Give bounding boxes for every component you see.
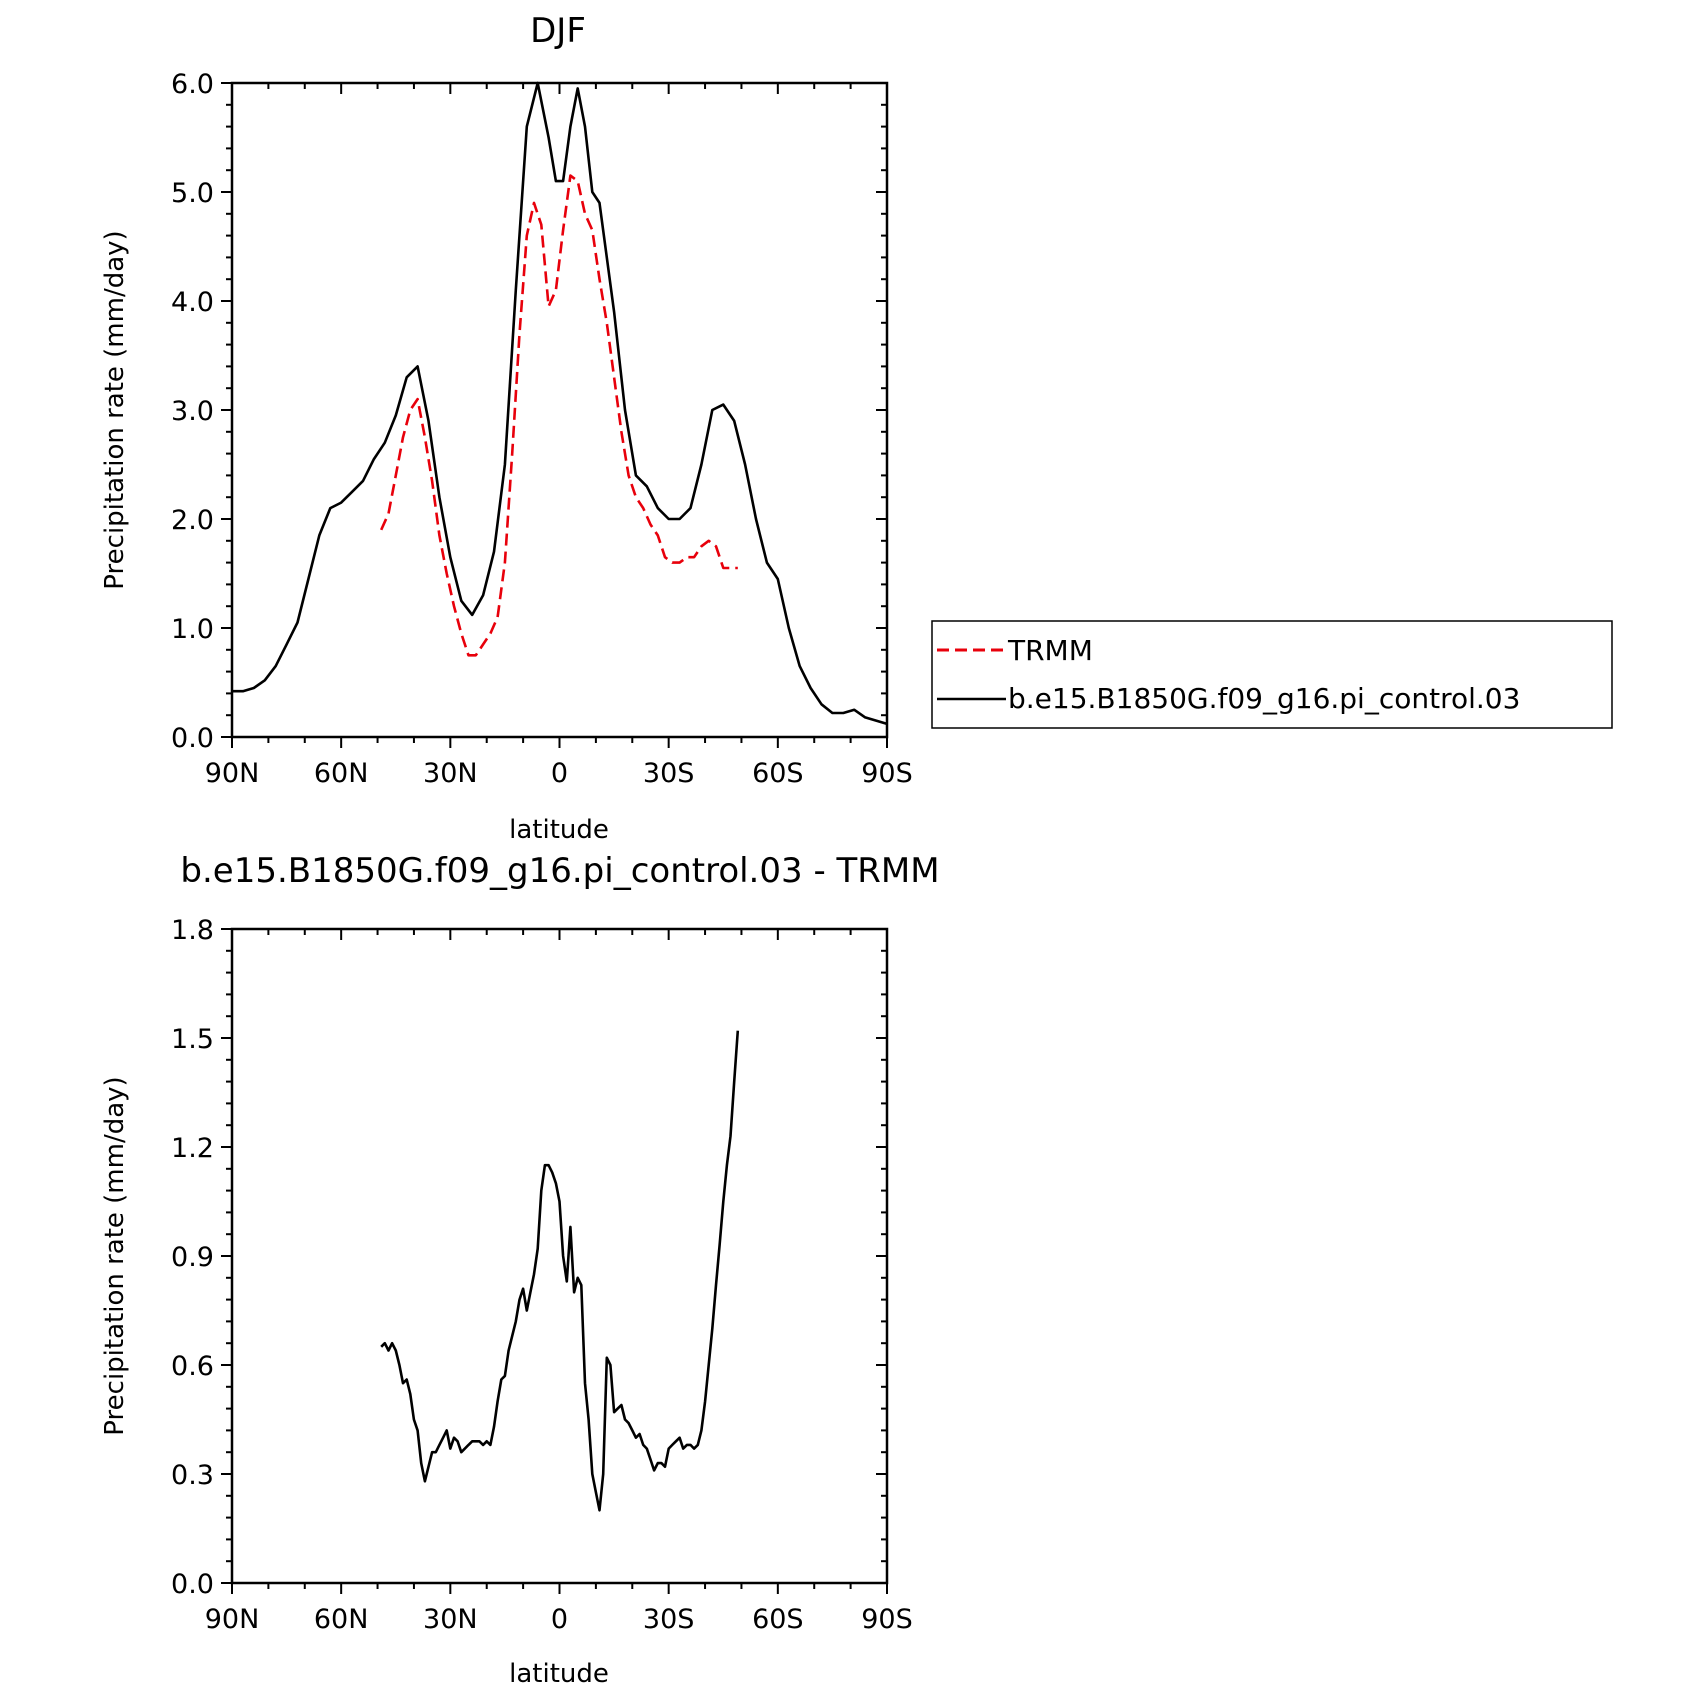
x-tick-label: 60N bbox=[314, 758, 369, 789]
bottom-series-lines bbox=[380, 1030, 740, 1512]
top-y-axis-label: Precipitation rate (mm/day) bbox=[100, 230, 130, 589]
x-tick-label: 90S bbox=[861, 1604, 913, 1635]
series-line-trmm bbox=[380, 174, 738, 657]
x-tick-label: 30S bbox=[643, 1604, 695, 1635]
legend-model-label: b.e15.B1850G.f09_g16.pi_control.03 bbox=[1008, 682, 1520, 715]
top-series-lines bbox=[232, 81, 888, 726]
y-tick-label: 1.0 bbox=[171, 614, 214, 645]
top-x-tick-labels: 90N 60N 30N 0 30S 60S 90S bbox=[205, 758, 913, 789]
y-tick-label: 1.5 bbox=[171, 1024, 214, 1055]
y-tick-label: 0.3 bbox=[171, 1460, 214, 1491]
bottom-plot-frame bbox=[230, 927, 889, 1585]
x-tick-label: 30N bbox=[423, 758, 478, 789]
x-tick-label: 60S bbox=[752, 758, 804, 789]
x-tick-label: 0 bbox=[551, 758, 568, 789]
x-tick-label: 90N bbox=[205, 1604, 260, 1635]
bottom-chart-title: b.e15.B1850G.f09_g16.pi_control.03 - TRM… bbox=[180, 851, 939, 891]
y-tick-label: 4.0 bbox=[171, 287, 214, 318]
x-tick-label: 60S bbox=[752, 1604, 804, 1635]
x-tick-label: 30N bbox=[423, 1604, 478, 1635]
bottom-axis-ticks bbox=[221, 928, 888, 1594]
y-tick-label: 5.0 bbox=[171, 178, 214, 209]
x-tick-label: 60N bbox=[314, 1604, 369, 1635]
top-plot-frame bbox=[230, 81, 889, 739]
bottom-y-axis-label: Precipitation rate (mm/day) bbox=[100, 1076, 130, 1435]
x-tick-label: 90S bbox=[861, 758, 913, 789]
legend-trmm-label: TRMM bbox=[1007, 634, 1093, 667]
bottom-x-axis-label: latitude bbox=[509, 1659, 609, 1689]
y-tick-label: 0.0 bbox=[171, 723, 214, 754]
legend-box bbox=[931, 620, 1613, 729]
y-tick-label: 6.0 bbox=[171, 69, 214, 100]
legend: TRMM b.e15.B1850G.f09_g16.pi_control.03 bbox=[931, 620, 1613, 729]
x-tick-label: 0 bbox=[551, 1604, 568, 1635]
top-panel: DJF 90N 60N 30N 0 30S 60S 90S 0.0 1.0 2.0 3.0 4.0 5… bbox=[100, 11, 1613, 845]
y-tick-label: 3.0 bbox=[171, 396, 214, 427]
y-tick-label: 0.6 bbox=[171, 1351, 214, 1382]
top-x-axis-label: latitude bbox=[509, 815, 609, 845]
top-axis-ticks bbox=[221, 82, 888, 748]
series-line-b-e15-b1850g-f09-g16-pi-control-03 bbox=[232, 81, 888, 726]
y-tick-label: 1.8 bbox=[171, 915, 214, 946]
y-tick-label: 1.2 bbox=[171, 1133, 214, 1164]
bottom-panel: b.e15.B1850G.f09_g16.pi_control.03 - TRM… bbox=[100, 851, 940, 1689]
y-tick-label: 0.0 bbox=[171, 1569, 214, 1600]
x-tick-label: 90N bbox=[205, 758, 260, 789]
top-y-tick-labels: 0.0 1.0 2.0 3.0 4.0 5.0 6.0 bbox=[171, 69, 214, 754]
y-tick-label: 0.9 bbox=[171, 1242, 214, 1273]
top-chart-title: DJF bbox=[530, 11, 586, 51]
series-line-difference bbox=[380, 1030, 740, 1512]
y-tick-label: 2.0 bbox=[171, 505, 214, 536]
bottom-x-tick-labels: 90N 60N 30N 0 30S 60S 90S bbox=[205, 1604, 913, 1635]
bottom-y-tick-labels: 0.0 0.3 0.6 0.9 1.2 1.5 1.8 bbox=[171, 915, 214, 1600]
x-tick-label: 30S bbox=[643, 758, 695, 789]
